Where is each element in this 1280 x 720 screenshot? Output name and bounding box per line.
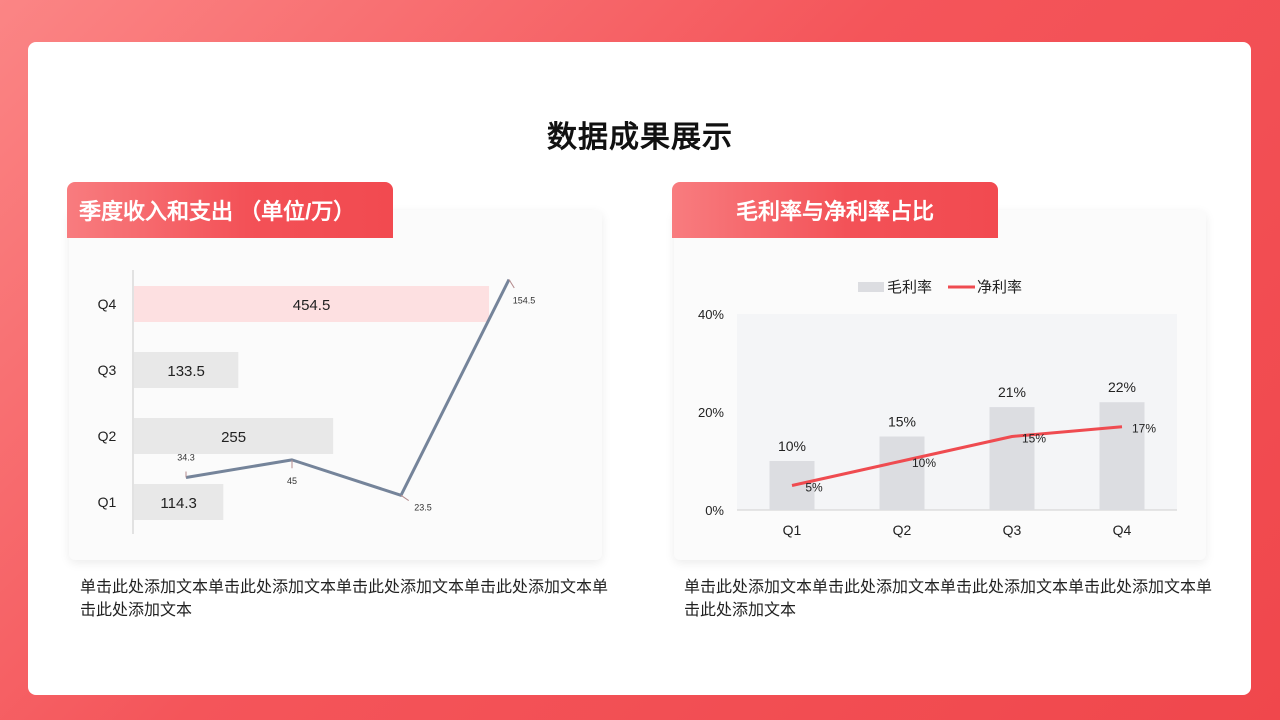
gross-bar-q3	[989, 407, 1035, 510]
revenue-expense-chart: Q1 114.3 Q2 255 Q3 133.5 Q4 454.5 34.3 45 23.5 154.…	[98, 270, 536, 534]
net-value-label: 10%	[912, 456, 936, 470]
gross-value-label: 10%	[778, 438, 806, 454]
margin-panel-title: 毛利率与净利率占比	[672, 182, 998, 238]
right-description[interactable]: 单击此处添加文本单击此处添加文本单击此处添加文本单击此处添加文本单击此处添加文本	[684, 579, 1213, 619]
y-tick-label: 40%	[698, 307, 724, 322]
gross-value-label: 21%	[998, 384, 1026, 400]
y-tick-label: 20%	[698, 405, 724, 420]
revenue-panel-title: 季度收入和支出 （单位/万）	[67, 182, 393, 238]
gross-value-label: 22%	[1108, 379, 1136, 395]
net-value-label: 17%	[1132, 422, 1156, 436]
category-label: Q1	[98, 494, 117, 510]
legend-gross-label: 毛利率	[887, 279, 932, 296]
bar-value-label: 114.3	[160, 495, 196, 512]
gross-bar-q4	[1099, 402, 1145, 510]
leader-line	[400, 494, 409, 501]
bar-value-label: 133.5	[167, 363, 205, 380]
bar-value-label: 454.5	[293, 297, 331, 314]
legend-net-label: 净利率	[977, 279, 1022, 296]
y-tick-label: 0%	[705, 503, 724, 518]
net-value-label: 15%	[1022, 432, 1046, 446]
category-label: Q3	[1003, 522, 1022, 538]
category-label: Q4	[98, 296, 117, 312]
expense-line	[185, 278, 511, 497]
bar-q3	[134, 352, 239, 388]
gross-bar-q2	[879, 436, 925, 510]
category-label: Q1	[783, 522, 802, 538]
line-value-label: 45	[287, 476, 297, 486]
bar-value-label: 255	[221, 429, 246, 446]
line-value-label: 34.3	[177, 453, 195, 463]
bar-q4	[134, 286, 490, 322]
margin-chart: 0% 20% 40% 毛利率 净利率 10% Q1 15% Q2 21% Q3 22% Q4 5% 10% 1…	[698, 279, 1177, 538]
line-value-label: 23.5	[414, 502, 432, 512]
category-label: Q2	[98, 428, 117, 444]
category-label: Q4	[1113, 522, 1132, 538]
line-value-label: 154.5	[513, 296, 536, 306]
page-title: 数据成果展示	[547, 121, 733, 154]
gross-value-label: 15%	[888, 414, 916, 430]
left-description[interactable]: 单击此处添加文本单击此处添加文本单击此处添加文本单击此处添加文本单击此处添加文本	[80, 579, 609, 619]
bar-q1	[134, 484, 224, 520]
legend-gross-swatch	[858, 282, 884, 292]
net-value-label: 5%	[805, 481, 823, 495]
leader-line	[508, 279, 515, 289]
bar-q2	[134, 418, 334, 454]
net-margin-line	[791, 425, 1123, 487]
category-label: Q3	[98, 362, 117, 378]
category-label: Q2	[893, 522, 912, 538]
